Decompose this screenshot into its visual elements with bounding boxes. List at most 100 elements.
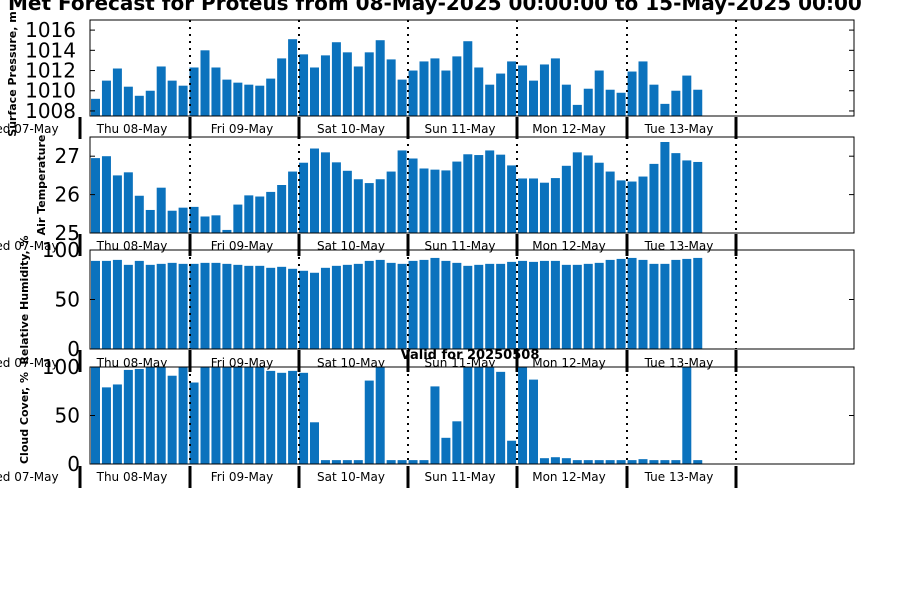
pressure-bar: [693, 89, 703, 116]
cloud-bar: [397, 460, 407, 464]
pressure-bar: [189, 67, 199, 116]
pressure-bar: [627, 71, 637, 116]
temperature-bar: [430, 169, 440, 233]
temperature-bar: [288, 171, 298, 233]
day-label: ed 07-May: [0, 356, 59, 370]
temperature-bar: [233, 204, 243, 233]
cloud-bar: [485, 367, 495, 464]
pressure-bar: [507, 61, 517, 116]
day-label: Sat 10-May: [317, 356, 385, 370]
humidity-bar: [594, 262, 604, 349]
humidity-bar: [101, 260, 111, 349]
temperature-bar: [485, 150, 495, 233]
humidity-bar: [496, 263, 506, 349]
pressure-bar: [200, 50, 210, 116]
day-label: ed 07-May: [0, 470, 59, 484]
humidity-bar: [660, 263, 670, 349]
humidity-bar: [627, 257, 637, 349]
humidity-bar: [331, 265, 341, 349]
pressure-bar: [430, 58, 440, 116]
temperature-bar: [594, 162, 604, 233]
pressure-bar: [331, 42, 341, 117]
temperature-bar: [649, 163, 659, 233]
temperature-bar: [682, 160, 692, 233]
pressure-bar: [320, 55, 330, 116]
humidity-ylabel: Relative Humidity, %: [18, 235, 31, 364]
cloud-bar: [145, 367, 155, 464]
cloud-bar: [277, 372, 287, 464]
cloud-bar: [364, 380, 374, 464]
temperature-bar: [419, 168, 429, 233]
cloud-bar: [112, 384, 122, 464]
temperature-bar: [518, 178, 528, 233]
cloud-bar: [539, 458, 549, 464]
cloud-bar: [419, 460, 429, 464]
temperature-bar: [310, 148, 319, 233]
humidity-bar: [375, 259, 385, 349]
temperature-bar: [91, 158, 100, 233]
pressure-ytick-label: 1012: [25, 59, 76, 83]
cloud-bar: [320, 460, 330, 464]
temperature-bar: [529, 178, 538, 233]
temperature-bar: [331, 162, 341, 233]
pressure-bar: [397, 79, 407, 116]
cloud-panel-subtitle: Valid for 20250508: [401, 348, 540, 363]
temperature-bar: [244, 195, 254, 233]
humidity-bar: [277, 266, 287, 349]
humidity-bar: [605, 259, 615, 349]
cloud-bar: [693, 460, 703, 464]
cloud-bar: [310, 422, 319, 464]
pressure-bar: [616, 92, 626, 116]
cloud-bar: [463, 367, 473, 464]
day-label: Tue 13-May: [644, 239, 714, 253]
cloud-bar: [266, 370, 276, 464]
temperature-bar: [572, 152, 582, 233]
temperature-bar: [583, 155, 593, 233]
humidity-bar: [288, 268, 298, 349]
humidity-bar: [353, 263, 363, 349]
humidity-bar: [178, 263, 188, 349]
cloud-bar: [331, 460, 341, 464]
humidity-bar: [485, 263, 495, 349]
humidity-bar: [583, 263, 593, 349]
cloud-bar: [123, 369, 133, 464]
temperature-panel: 25 26 27 Air Temperature ed 07-May Thu 08-May…: [0, 135, 855, 256]
humidity-bar: [397, 263, 407, 349]
day-label: ed 07-May: [0, 239, 59, 253]
pressure-bar: [539, 64, 549, 116]
pressure-bar: [463, 41, 473, 116]
temperature-bar: [353, 179, 363, 233]
humidity-bar: [222, 263, 232, 349]
humidity-bar: [189, 263, 199, 349]
pressure-bar: [496, 73, 506, 116]
humidity-bar: [561, 264, 571, 349]
temperature-bar: [178, 207, 188, 233]
cloud-bar: [474, 367, 484, 464]
temperature-bar: [693, 161, 703, 233]
cloud-ytick-label: 50: [55, 404, 80, 428]
humidity-bar: [463, 265, 473, 349]
pressure-bar: [178, 85, 188, 116]
pressure-bar: [288, 39, 298, 117]
temperature-bar: [211, 215, 221, 233]
pressure-bar: [594, 70, 604, 116]
temperature-frame: [89, 136, 855, 234]
pressure-bar: [583, 88, 593, 116]
cloud-bar: [583, 460, 593, 464]
humidity-bar: [616, 258, 626, 349]
day-label: Tue 13-May: [644, 470, 714, 484]
humidity-bar: [693, 257, 703, 349]
temperature-ytick-label: 26: [55, 183, 80, 207]
humidity-bar: [408, 260, 418, 349]
pressure-bar: [299, 54, 309, 116]
temperature-bar: [474, 155, 484, 233]
pressure-bar: [386, 59, 396, 116]
cloud-ytick-label: 0: [67, 452, 80, 476]
temperature-bar: [112, 175, 122, 233]
pressure-bar: [145, 90, 155, 116]
temperature-bar: [145, 209, 155, 233]
pressure-ytick-label: 1008: [25, 99, 76, 123]
temperature-bar: [255, 196, 265, 233]
humidity-bar: [572, 264, 582, 349]
